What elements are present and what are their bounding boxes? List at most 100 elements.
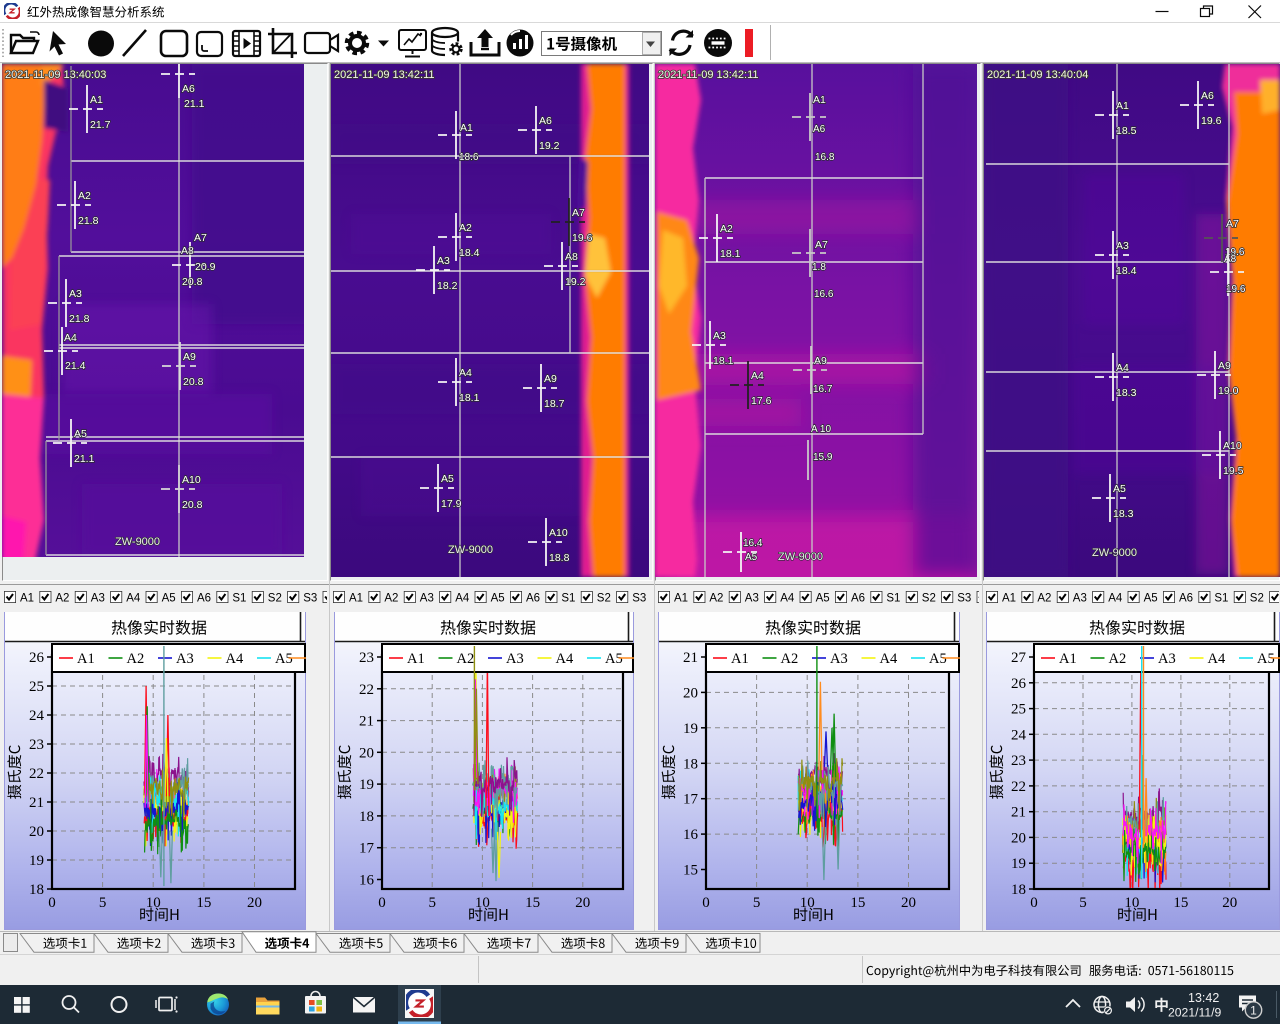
svg-text:A2: A2 xyxy=(709,593,723,605)
svg-text:26: 26 xyxy=(1011,676,1027,692)
svg-text:A3: A3 xyxy=(91,593,105,605)
svg-text:20.8: 20.8 xyxy=(183,376,204,388)
svg-text:5: 5 xyxy=(1079,895,1087,911)
svg-text:S1: S1 xyxy=(232,593,246,605)
svg-text:24: 24 xyxy=(1011,727,1027,743)
svg-text:A5: A5 xyxy=(275,651,293,667)
svg-text:A6: A6 xyxy=(526,593,540,605)
svg-text:S3: S3 xyxy=(957,593,971,605)
svg-text:S2: S2 xyxy=(268,593,282,605)
svg-text:A1: A1 xyxy=(731,651,749,667)
svg-text:18.6: 18.6 xyxy=(459,152,479,163)
svg-text:19.6: 19.6 xyxy=(1226,284,1246,295)
svg-text:A4: A4 xyxy=(459,367,472,379)
svg-text:16.4: 16.4 xyxy=(743,538,763,549)
svg-text:A1: A1 xyxy=(20,593,34,605)
svg-text:A4: A4 xyxy=(556,651,574,667)
svg-text:19.2: 19.2 xyxy=(565,276,586,288)
svg-text:A2: A2 xyxy=(55,593,69,605)
svg-text:21.1: 21.1 xyxy=(184,98,205,110)
svg-text:A6: A6 xyxy=(813,124,826,135)
svg-text:A6: A6 xyxy=(851,593,865,605)
svg-text:A1: A1 xyxy=(460,122,473,134)
svg-text:18.4: 18.4 xyxy=(459,247,480,259)
svg-text:A 10: A 10 xyxy=(811,424,831,435)
svg-text:20: 20 xyxy=(1011,830,1026,846)
svg-text:A5: A5 xyxy=(162,593,176,605)
svg-text:18.2: 18.2 xyxy=(437,280,458,292)
svg-text:A2: A2 xyxy=(459,222,472,234)
svg-text:S1: S1 xyxy=(886,593,900,605)
svg-text:26: 26 xyxy=(29,650,45,666)
svg-text:19.0: 19.0 xyxy=(1218,385,1239,397)
svg-text:22: 22 xyxy=(1011,779,1026,795)
svg-text:18.5: 18.5 xyxy=(1116,125,1137,137)
svg-text:A2: A2 xyxy=(1037,593,1051,605)
svg-text:20: 20 xyxy=(247,895,262,911)
svg-text:19.5: 19.5 xyxy=(1223,465,1244,477)
svg-text:23: 23 xyxy=(359,650,374,666)
svg-text:A8: A8 xyxy=(1224,254,1237,265)
svg-text:A9: A9 xyxy=(544,373,557,385)
svg-text:S3: S3 xyxy=(303,593,317,605)
svg-text:19.6: 19.6 xyxy=(572,232,593,244)
svg-text:A4: A4 xyxy=(751,370,764,382)
svg-text:S2: S2 xyxy=(922,593,936,605)
svg-text:21.4: 21.4 xyxy=(65,360,86,372)
svg-text:A7: A7 xyxy=(194,232,207,244)
svg-text:A2: A2 xyxy=(384,593,398,605)
svg-text:2021-11-09 13:42:11: 2021-11-09 13:42:11 xyxy=(334,69,435,81)
svg-text:10: 10 xyxy=(1124,895,1139,911)
svg-text:15: 15 xyxy=(683,863,698,879)
svg-text:A1: A1 xyxy=(813,94,826,106)
svg-text:21: 21 xyxy=(359,714,374,730)
svg-text:A6: A6 xyxy=(539,115,552,127)
svg-text:19: 19 xyxy=(683,721,698,737)
svg-text:21: 21 xyxy=(1011,805,1026,821)
svg-text:15: 15 xyxy=(196,895,211,911)
svg-text:A10: A10 xyxy=(182,474,201,486)
svg-text:A5: A5 xyxy=(605,651,623,667)
svg-text:A4: A4 xyxy=(226,651,244,667)
svg-text:19.2: 19.2 xyxy=(539,140,560,152)
svg-text:5: 5 xyxy=(428,895,436,911)
svg-text:A4: A4 xyxy=(780,593,795,605)
svg-text:20.8: 20.8 xyxy=(182,499,203,511)
svg-text:0: 0 xyxy=(1030,895,1038,911)
svg-text:18.8: 18.8 xyxy=(549,552,570,564)
svg-text:17.6: 17.6 xyxy=(751,395,772,407)
svg-text:A8: A8 xyxy=(565,251,578,263)
svg-text:A3: A3 xyxy=(1158,651,1176,667)
svg-text:19.6: 19.6 xyxy=(1201,115,1222,127)
svg-text:A1: A1 xyxy=(1059,651,1077,667)
svg-text:A3: A3 xyxy=(176,651,194,667)
svg-text:2021-11-09 13:42:11: 2021-11-09 13:42:11 xyxy=(658,69,759,81)
svg-text:A5: A5 xyxy=(1113,483,1126,495)
svg-text:A5: A5 xyxy=(441,473,454,485)
svg-text:15: 15 xyxy=(525,895,540,911)
svg-text:A5: A5 xyxy=(491,593,505,605)
svg-text:2021-11-09 13:40:04: 2021-11-09 13:40:04 xyxy=(987,69,1088,81)
svg-text:21: 21 xyxy=(29,795,44,811)
svg-text:A4: A4 xyxy=(880,651,898,667)
svg-text:27: 27 xyxy=(1011,650,1027,666)
svg-text:18.1: 18.1 xyxy=(720,248,741,260)
svg-text:A3: A3 xyxy=(745,593,759,605)
svg-text:A2: A2 xyxy=(781,651,799,667)
svg-text:21.1: 21.1 xyxy=(74,453,95,465)
svg-text:23: 23 xyxy=(1011,753,1026,769)
svg-text:A1: A1 xyxy=(674,593,688,605)
svg-text:25: 25 xyxy=(1011,702,1026,718)
svg-text:A7: A7 xyxy=(572,207,585,219)
svg-text:17: 17 xyxy=(683,792,699,808)
svg-text:A6: A6 xyxy=(1201,90,1214,102)
svg-text:0: 0 xyxy=(48,895,56,911)
svg-text:21.8: 21.8 xyxy=(78,215,99,227)
svg-text:A4: A4 xyxy=(1116,362,1129,374)
svg-text:20: 20 xyxy=(29,824,44,840)
svg-text:A1: A1 xyxy=(90,94,103,106)
svg-text:5: 5 xyxy=(753,895,761,911)
svg-text:A8: A8 xyxy=(181,245,194,257)
svg-text:16: 16 xyxy=(359,873,375,889)
svg-text:22: 22 xyxy=(29,766,44,782)
